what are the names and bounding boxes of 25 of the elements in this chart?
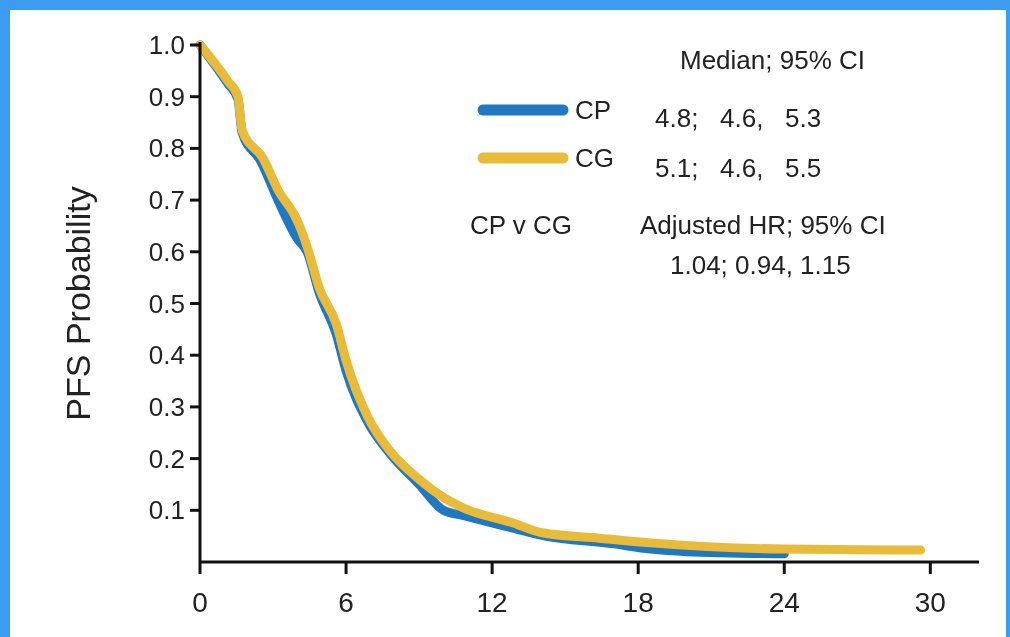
legend-label: CP bbox=[575, 95, 612, 125]
y-tick-label: 0.7 bbox=[148, 185, 185, 216]
y-tick-label: 0.1 bbox=[148, 495, 185, 526]
y-tick-label: 0.4 bbox=[148, 340, 185, 371]
annotation: 5.1; 4.6, 5.5 bbox=[655, 153, 822, 183]
y-tick-label: 0.6 bbox=[148, 236, 185, 267]
annotation: Adjusted HR; 95% CI bbox=[640, 210, 886, 240]
y-tick-label: 0.5 bbox=[148, 288, 185, 319]
y-tick-label: 0.2 bbox=[148, 443, 185, 474]
y-tick-label: 1.0 bbox=[148, 30, 185, 60]
x-tick-label: 0 bbox=[192, 587, 208, 618]
legend-label: CG bbox=[575, 143, 614, 173]
annotation: Median; 95% CI bbox=[680, 45, 865, 75]
y-tick-label: 0.9 bbox=[148, 81, 185, 112]
x-tick-label: 6 bbox=[338, 587, 354, 618]
y-axis-title: PFS Probability bbox=[59, 186, 97, 421]
y-tick-label: 0.8 bbox=[148, 133, 185, 164]
annotation: 4.8; 4.6, 5.3 bbox=[655, 103, 822, 133]
annotation: 1.04; 0.94, 1.15 bbox=[670, 250, 851, 280]
x-tick-label: 24 bbox=[768, 587, 800, 618]
x-tick-label: 30 bbox=[914, 587, 946, 618]
y-tick-label: 0.3 bbox=[148, 391, 185, 422]
x-tick-label: 18 bbox=[622, 587, 654, 618]
annotation: CP v CG bbox=[470, 210, 573, 240]
x-tick-label: 12 bbox=[476, 587, 508, 618]
